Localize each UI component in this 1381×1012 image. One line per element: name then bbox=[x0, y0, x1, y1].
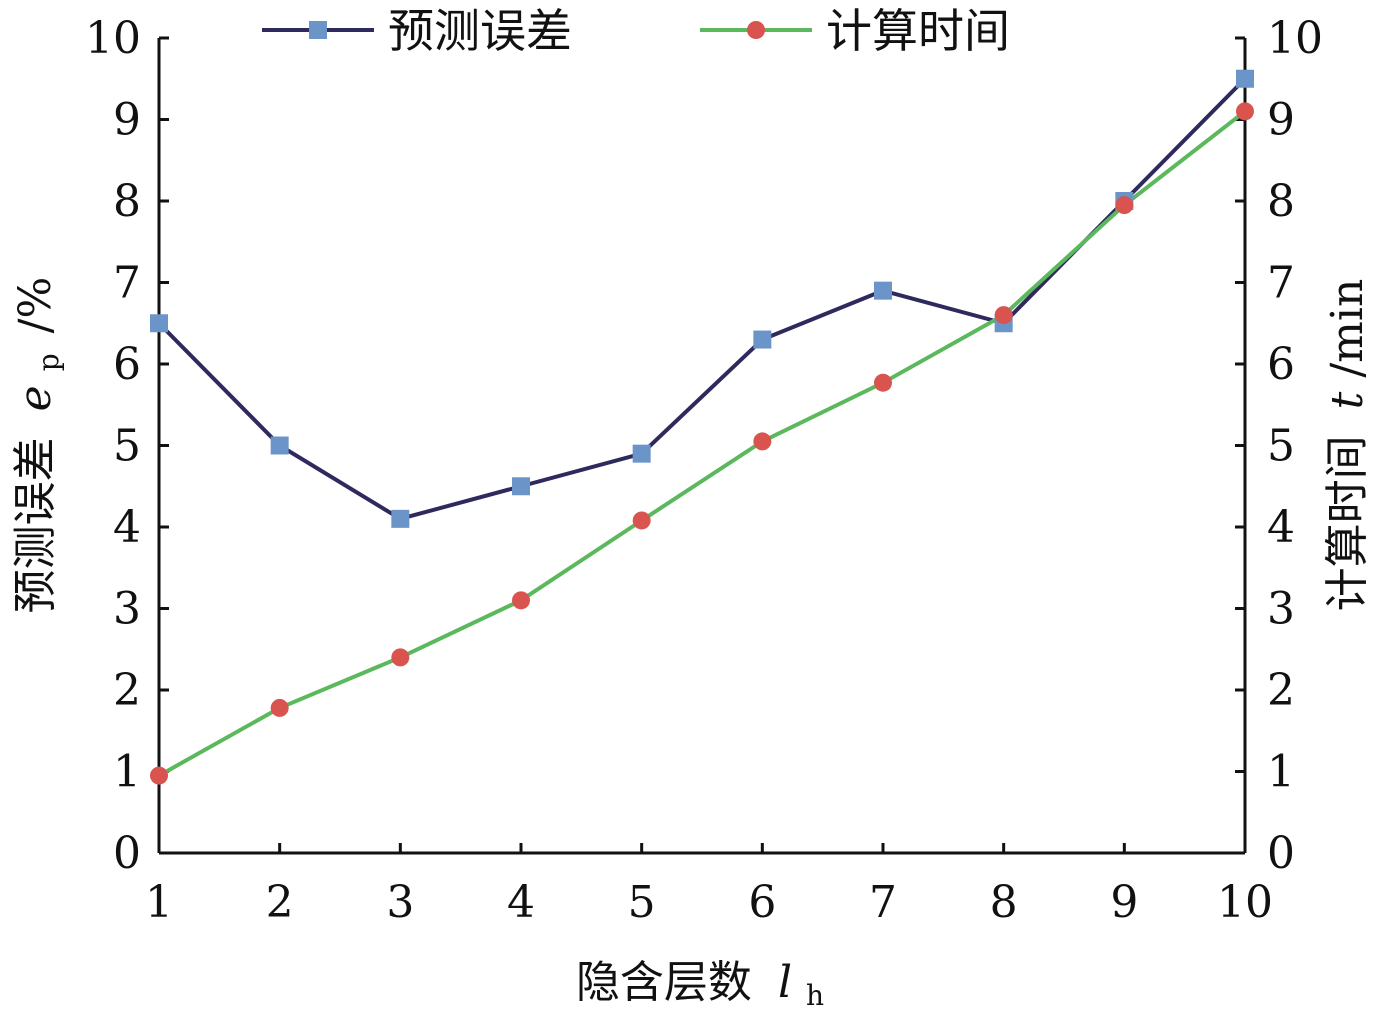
data-point-compute-time bbox=[150, 766, 168, 785]
right-tick-label: 4 bbox=[1267, 502, 1295, 553]
data-point-compute-time bbox=[632, 511, 651, 530]
right-y-ticks: 0 1 2 3 4 5 6 7 8 9 10 bbox=[1235, 13, 1323, 879]
x-axis-title-text: 隐含层数 bbox=[576, 957, 752, 1008]
data-point-compute-time bbox=[270, 698, 289, 717]
x-tick-label: 2 bbox=[266, 877, 294, 928]
legend: 预测误差 计算时间 bbox=[262, 4, 1010, 58]
data-point-compute-time bbox=[1115, 196, 1134, 215]
data-point-compute-time bbox=[874, 373, 892, 392]
data-point-prediction-error bbox=[270, 436, 289, 455]
data-point-prediction-error bbox=[1236, 69, 1254, 88]
left-tick-label: 4 bbox=[113, 502, 141, 553]
right-tick-label: 6 bbox=[1267, 339, 1295, 390]
data-point-prediction-error bbox=[632, 444, 651, 463]
x-axis-title-sub: h bbox=[806, 979, 824, 1012]
right-tick-label: 3 bbox=[1267, 584, 1295, 635]
x-tick-label: 4 bbox=[507, 877, 535, 928]
data-point-compute-time bbox=[753, 432, 772, 451]
x-tick-label: 6 bbox=[748, 877, 776, 928]
left-tick-label: 3 bbox=[113, 584, 141, 635]
right-tick-label: 7 bbox=[1267, 258, 1295, 309]
x-tick-label: 10 bbox=[1217, 877, 1273, 928]
data-point-prediction-error bbox=[391, 509, 410, 528]
left-y-axis-title-text: 预测误差 bbox=[10, 437, 61, 613]
series-line-compute-time bbox=[158, 109, 1247, 778]
left-tick-label: 0 bbox=[113, 828, 141, 879]
right-tick-label: 5 bbox=[1267, 421, 1295, 472]
left-y-axis-title: 预测误差 e p /% bbox=[10, 277, 69, 614]
left-y-axis-title-var: e bbox=[10, 385, 61, 411]
right-tick-label: 0 bbox=[1267, 828, 1295, 879]
left-tick-label: 10 bbox=[85, 13, 141, 64]
legend-marker-error bbox=[309, 21, 327, 39]
left-y-axis-title-sub: p bbox=[32, 353, 65, 371]
x-tick-label: 5 bbox=[628, 877, 656, 928]
data-point-prediction-error bbox=[150, 314, 168, 333]
legend-label-error: 预测误差 bbox=[388, 4, 572, 58]
left-tick-label: 8 bbox=[113, 176, 141, 227]
left-tick-label: 1 bbox=[113, 747, 141, 798]
x-tick-label: 9 bbox=[1110, 877, 1138, 928]
data-point-compute-time bbox=[994, 306, 1013, 325]
data-point-prediction-error bbox=[512, 477, 530, 496]
x-tick-label: 8 bbox=[990, 877, 1018, 928]
right-tick-label: 8 bbox=[1267, 176, 1295, 227]
right-y-axis-title-text: 计算时间 bbox=[1322, 435, 1373, 611]
x-tick-label: 1 bbox=[145, 877, 173, 928]
right-y-axis-title-unit: /min bbox=[1322, 279, 1373, 378]
legend-label-time: 计算时间 bbox=[826, 4, 1010, 58]
data-point-compute-time bbox=[512, 591, 530, 610]
series-line-prediction-error bbox=[157, 77, 1247, 521]
left-tick-label: 7 bbox=[113, 258, 141, 309]
right-tick-label: 1 bbox=[1267, 747, 1295, 798]
left-tick-label: 2 bbox=[113, 665, 141, 716]
left-y-ticks: 0 1 2 3 4 5 6 7 8 9 10 bbox=[85, 13, 169, 879]
right-tick-label: 2 bbox=[1267, 665, 1295, 716]
x-tick-label: 7 bbox=[869, 877, 897, 928]
x-axis-title-var: l bbox=[778, 957, 792, 1008]
left-tick-label: 5 bbox=[113, 421, 141, 472]
x-axis-title: 隐含层数 l h bbox=[576, 957, 824, 1012]
legend-marker-time bbox=[747, 21, 765, 39]
data-point-compute-time bbox=[391, 648, 410, 667]
left-tick-label: 6 bbox=[113, 339, 141, 390]
right-tick-label: 10 bbox=[1267, 13, 1323, 64]
x-ticks: 1 2 3 4 5 6 7 8 9 10 bbox=[145, 843, 1273, 928]
series-layer bbox=[150, 69, 1254, 785]
data-point-compute-time bbox=[1236, 102, 1254, 121]
left-tick-label: 9 bbox=[113, 95, 141, 146]
right-tick-label: 9 bbox=[1267, 95, 1295, 146]
left-y-axis-title-unit: /% bbox=[10, 277, 61, 334]
x-tick-label: 3 bbox=[386, 877, 414, 928]
data-point-prediction-error bbox=[874, 281, 892, 300]
right-y-axis-title: 计算时间 t /min bbox=[1322, 279, 1373, 612]
right-y-axis-title-var: t bbox=[1322, 391, 1373, 409]
data-point-prediction-error bbox=[753, 330, 772, 349]
